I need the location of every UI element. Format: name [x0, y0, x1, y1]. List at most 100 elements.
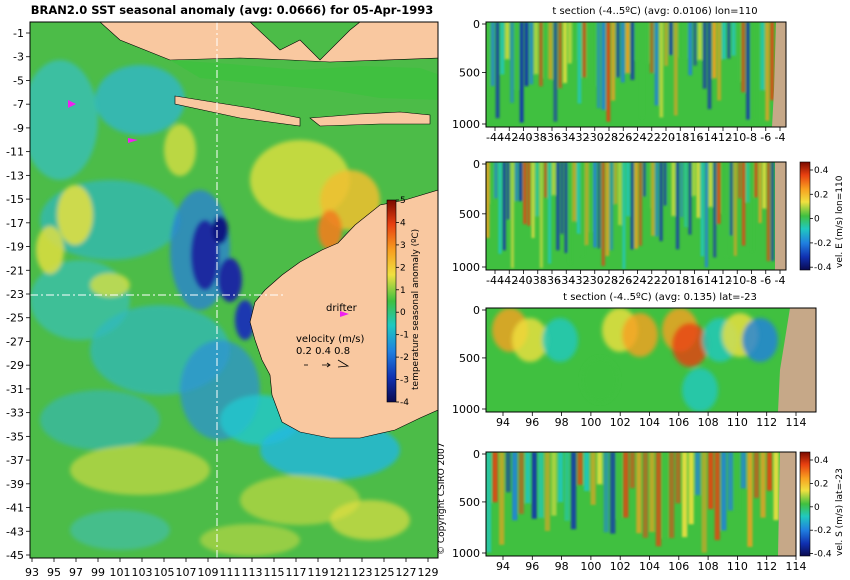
section-texture	[704, 162, 709, 268]
map-colorbar-tick-label: -1	[400, 331, 409, 341]
section-texture	[506, 162, 510, 220]
section-texture	[755, 22, 760, 125]
section-texture	[610, 452, 616, 534]
section-texture	[717, 162, 721, 224]
map-x-tick-label: 99	[91, 566, 105, 579]
section-texture	[544, 452, 551, 531]
section-texture	[486, 452, 492, 553]
map-y-tick-label: -15	[6, 193, 24, 206]
panel-y-tick-label: 0	[473, 448, 480, 461]
section-texture	[587, 22, 592, 86]
section-texture	[498, 162, 502, 254]
map-x-tick-label: 107	[176, 566, 197, 579]
section-texture	[727, 452, 733, 511]
panel-x-tick-label: -34	[557, 131, 575, 144]
section-texture	[538, 22, 543, 87]
section-texture	[734, 452, 740, 511]
section-texture	[577, 452, 583, 485]
map-x-tick-label: 95	[47, 566, 61, 579]
section-texture	[502, 162, 506, 251]
panel-colorbar-tick-label: 0.4	[814, 456, 829, 466]
section-texture	[490, 22, 495, 87]
map-x-ticks: 93 95 97 99 101 103 105 107 109 111 113 115 117 119 12…	[25, 558, 439, 579]
section-texture	[518, 452, 524, 514]
section-texture	[512, 318, 548, 362]
section-texture	[589, 162, 593, 232]
panel-colorbar-tick-label: -0.4	[814, 550, 832, 560]
section-texture	[499, 452, 505, 545]
section-texture	[770, 162, 775, 261]
section-texture	[766, 162, 771, 262]
section-texture	[510, 22, 514, 103]
panel-colorbar-tick-label: -0.4	[814, 263, 832, 273]
map-y-tick-label: -17	[6, 217, 24, 230]
panel-x-tick-label: 114	[786, 560, 807, 573]
panel-x-tick-label: -20	[657, 131, 675, 144]
section-texture	[713, 162, 717, 258]
section-texture	[630, 162, 634, 250]
section-texture	[693, 22, 697, 66]
section-texture	[500, 22, 505, 75]
section-texture	[531, 162, 535, 239]
section-texture	[640, 22, 644, 118]
section-texture	[638, 162, 643, 246]
panel-x-tick-label: -30	[586, 131, 604, 144]
panel-x-tick-label: -44	[486, 131, 504, 144]
section-texture	[742, 318, 778, 362]
panel-x-tick-label: -6	[760, 274, 771, 287]
map-y-tick-label: -11	[6, 146, 24, 159]
map-x-tick-label: 119	[308, 566, 329, 579]
section-texture	[519, 22, 524, 123]
section-texture	[697, 22, 702, 60]
panel-y-tick-label: 0	[473, 158, 480, 171]
section-texture	[606, 22, 611, 122]
section-texture	[750, 22, 755, 121]
panel-x-tick-label: 102	[610, 416, 631, 429]
panel1-plot	[486, 22, 786, 127]
map-colorbar-tick-label: 3	[400, 241, 406, 251]
velocity-legend-scale: 0.2 0.4 0.8	[296, 346, 350, 357]
panel1-x-ticks: -44-42-40-38-36-34-32-30-28-26-24-22-20-…	[486, 127, 785, 144]
section-texture	[747, 452, 753, 547]
section-texture	[538, 452, 544, 518]
section-texture	[623, 452, 629, 518]
section-texture	[688, 452, 694, 525]
map-frame	[29, 21, 439, 559]
panel-x-tick-label: -16	[686, 131, 704, 144]
section-texture	[611, 22, 616, 101]
section-texture	[564, 452, 570, 521]
section-texture	[707, 22, 712, 110]
map-colorbar-label: temperature seasonal anomaly (ºC)	[411, 229, 421, 390]
section-texture	[512, 452, 518, 521]
map-colorbar-tick-label: 5	[400, 196, 406, 206]
panel-colorbar-tick-label: -0.2	[814, 526, 832, 536]
section-texture	[567, 22, 572, 64]
map-plot	[30, 22, 438, 558]
map-y-tick-label: -27	[6, 335, 24, 348]
panel-x-tick-label: -18	[671, 274, 689, 287]
section-texture	[490, 162, 494, 204]
section-texture	[682, 452, 688, 538]
map-colorbar-tick-label: -2	[400, 353, 409, 363]
section-texture	[669, 22, 673, 56]
section-texture	[753, 452, 760, 498]
map-y-tick-label: -9	[13, 122, 24, 135]
map-y-tick-label: -25	[6, 312, 24, 325]
map-x-tick-label: 117	[286, 566, 307, 579]
panel2-colorbar	[799, 161, 811, 271]
section-texture	[601, 22, 606, 110]
section-texture	[584, 452, 590, 491]
seabed	[775, 162, 786, 270]
section-texture	[722, 22, 726, 60]
panel-x-tick-label: 94	[496, 560, 510, 573]
section-texture	[740, 452, 747, 489]
section-texture	[486, 22, 490, 95]
section-texture	[754, 162, 758, 198]
section-texture	[535, 162, 539, 217]
panel-x-tick-label: -42	[500, 274, 518, 287]
section-texture	[622, 162, 626, 270]
section-texture	[773, 452, 779, 521]
section-texture	[642, 452, 649, 538]
section-texture	[570, 452, 577, 530]
copyright-text: © Copyright CSIRO 2007	[437, 443, 447, 555]
